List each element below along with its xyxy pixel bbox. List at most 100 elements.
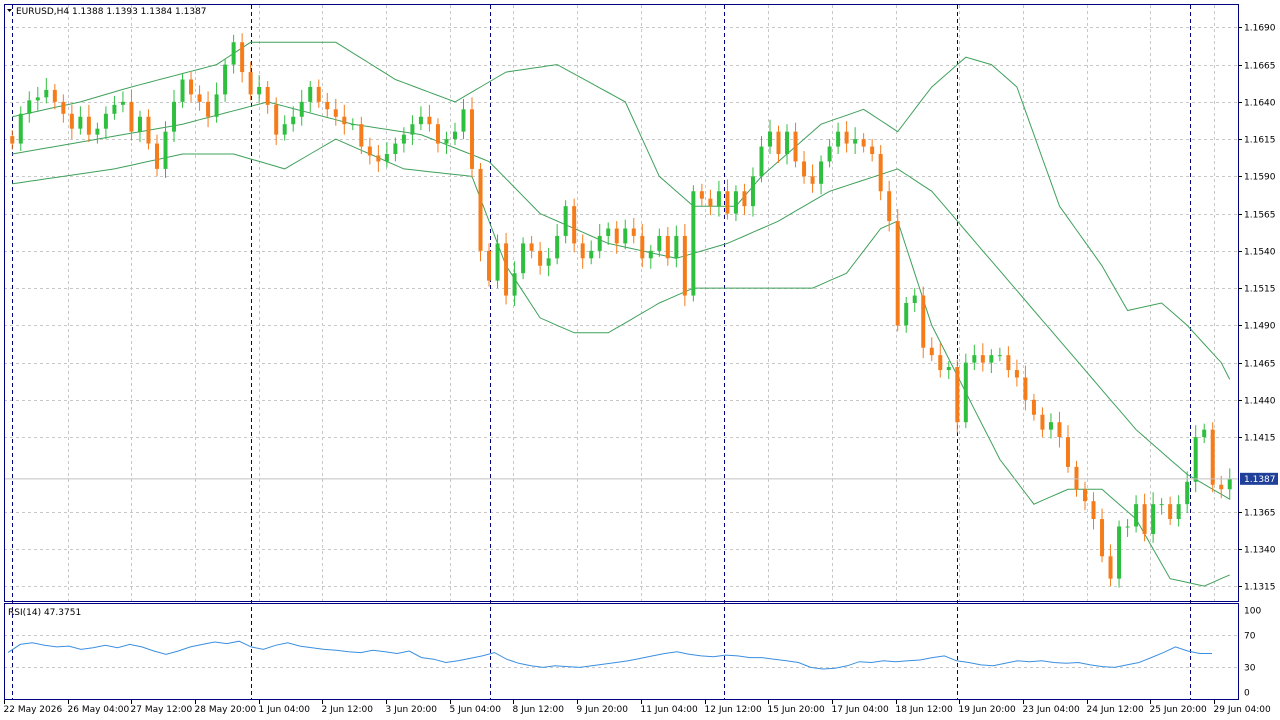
bear-candle[interactable]	[1142, 504, 1147, 534]
bull-candle[interactable]	[997, 355, 1002, 357]
bear-candle[interactable]	[938, 355, 943, 371]
bull-candle[interactable]	[78, 116, 83, 129]
bear-candle[interactable]	[240, 42, 245, 73]
bull-candle[interactable]	[1134, 504, 1139, 527]
bear-candle[interactable]	[61, 101, 66, 114]
bull-candle[interactable]	[180, 79, 185, 102]
bear-candle[interactable]	[580, 243, 585, 259]
bear-candle[interactable]	[325, 101, 330, 110]
bull-candle[interactable]	[657, 235, 662, 251]
bull-candle[interactable]	[103, 113, 108, 129]
bull-candle[interactable]	[350, 124, 355, 126]
bear-candle[interactable]	[1210, 429, 1215, 485]
bull-candle[interactable]	[691, 191, 696, 296]
bear-candle[interactable]	[1219, 484, 1224, 490]
bear-candle[interactable]	[274, 104, 279, 135]
bear-candle[interactable]	[529, 243, 534, 251]
bull-candle[interactable]	[291, 116, 296, 125]
bull-candle[interactable]	[172, 101, 177, 132]
bull-candle[interactable]	[606, 228, 611, 236]
bear-candle[interactable]	[793, 131, 798, 162]
bull-candle[interactable]	[827, 146, 832, 162]
bull-candle[interactable]	[521, 243, 526, 274]
bull-candle[interactable]	[648, 250, 653, 259]
bull-candle[interactable]	[767, 131, 772, 147]
bear-candle[interactable]	[146, 116, 151, 144]
bull-candle[interactable]	[963, 362, 968, 423]
bull-candle[interactable]	[836, 131, 841, 147]
bull-candle[interactable]	[112, 104, 117, 114]
bear-candle[interactable]	[1065, 437, 1070, 467]
bull-candle[interactable]	[401, 134, 406, 144]
bull-candle[interactable]	[1202, 429, 1207, 438]
bull-candle[interactable]	[461, 109, 466, 132]
bull-candle[interactable]	[418, 116, 423, 125]
bear-candle[interactable]	[154, 143, 159, 169]
bear-candle[interactable]	[197, 94, 202, 102]
bear-candle[interactable]	[1091, 501, 1096, 520]
bear-candle[interactable]	[725, 191, 730, 214]
bull-candle[interactable]	[384, 154, 389, 162]
bull-candle[interactable]	[733, 191, 738, 214]
bull-candle[interactable]	[95, 128, 100, 135]
bear-candle[interactable]	[538, 250, 543, 266]
bear-candle[interactable]	[342, 116, 347, 125]
bear-candle[interactable]	[1057, 422, 1062, 438]
bull-candle[interactable]	[853, 139, 858, 144]
bull-candle[interactable]	[750, 176, 755, 207]
bull-candle[interactable]	[589, 250, 594, 259]
bear-candle[interactable]	[699, 191, 704, 199]
bear-candle[interactable]	[844, 131, 849, 144]
bear-candle[interactable]	[189, 79, 194, 95]
bear-candle[interactable]	[870, 146, 875, 154]
bear-candle[interactable]	[878, 154, 883, 192]
bull-candle[interactable]	[912, 295, 917, 303]
bear-candle[interactable]	[69, 113, 74, 129]
candles[interactable]	[10, 33, 1232, 588]
bull-candle[interactable]	[1151, 504, 1156, 534]
bear-candle[interactable]	[470, 109, 475, 169]
bear-candle[interactable]	[802, 161, 807, 177]
bull-candle[interactable]	[1185, 481, 1190, 505]
bull-candle[interactable]	[623, 228, 628, 244]
bear-candle[interactable]	[359, 124, 364, 147]
bull-candle[interactable]	[1176, 504, 1181, 520]
bear-candle[interactable]	[435, 124, 440, 144]
bull-candle[interactable]	[452, 131, 457, 140]
bear-candle[interactable]	[478, 168, 483, 251]
bear-candle[interactable]	[504, 243, 509, 296]
bear-candle[interactable]	[248, 72, 253, 95]
bear-candle[interactable]	[265, 86, 270, 105]
bull-candle[interactable]	[1159, 504, 1164, 506]
bear-candle[interactable]	[614, 228, 619, 244]
bull-candle[interactable]	[18, 113, 23, 144]
price-axis[interactable]: 1.1690 1.1665 1.1640 1.1615 1.1590 1.1565 1.15…	[1238, 24, 1276, 593]
bear-candle[interactable]	[52, 89, 57, 102]
bull-candle[interactable]	[716, 191, 721, 207]
bull-candle[interactable]	[214, 94, 219, 117]
bear-candle[interactable]	[776, 131, 781, 154]
bull-candle[interactable]	[674, 235, 679, 259]
bear-candle[interactable]	[708, 198, 713, 207]
bear-candle[interactable]	[1031, 399, 1036, 415]
bear-candle[interactable]	[640, 235, 645, 259]
bull-candle[interactable]	[555, 235, 560, 259]
bull-candle[interactable]	[1193, 437, 1198, 482]
bear-candle[interactable]	[1006, 355, 1011, 371]
bull-candle[interactable]	[904, 303, 909, 326]
symbol-label[interactable]: EURUSD,H4 1.1388 1.1393 1.1384 1.1387	[16, 7, 207, 17]
bull-candle[interactable]	[759, 146, 764, 177]
bull-candle[interactable]	[308, 86, 313, 102]
time-axis[interactable]: 22 May 2026 26 May 04:00 27 May 12:00 28 Ma…	[4, 700, 1271, 715]
bull-candle[interactable]	[1125, 526, 1130, 528]
bull-candle[interactable]	[495, 243, 500, 281]
bear-candle[interactable]	[487, 250, 492, 281]
bear-candle[interactable]	[895, 221, 900, 326]
bull-candle[interactable]	[972, 355, 977, 363]
bear-candle[interactable]	[10, 136, 15, 144]
bear-candle[interactable]	[427, 116, 432, 125]
bear-candle[interactable]	[887, 191, 892, 222]
bull-candle[interactable]	[444, 139, 449, 144]
bull-candle[interactable]	[223, 64, 228, 95]
